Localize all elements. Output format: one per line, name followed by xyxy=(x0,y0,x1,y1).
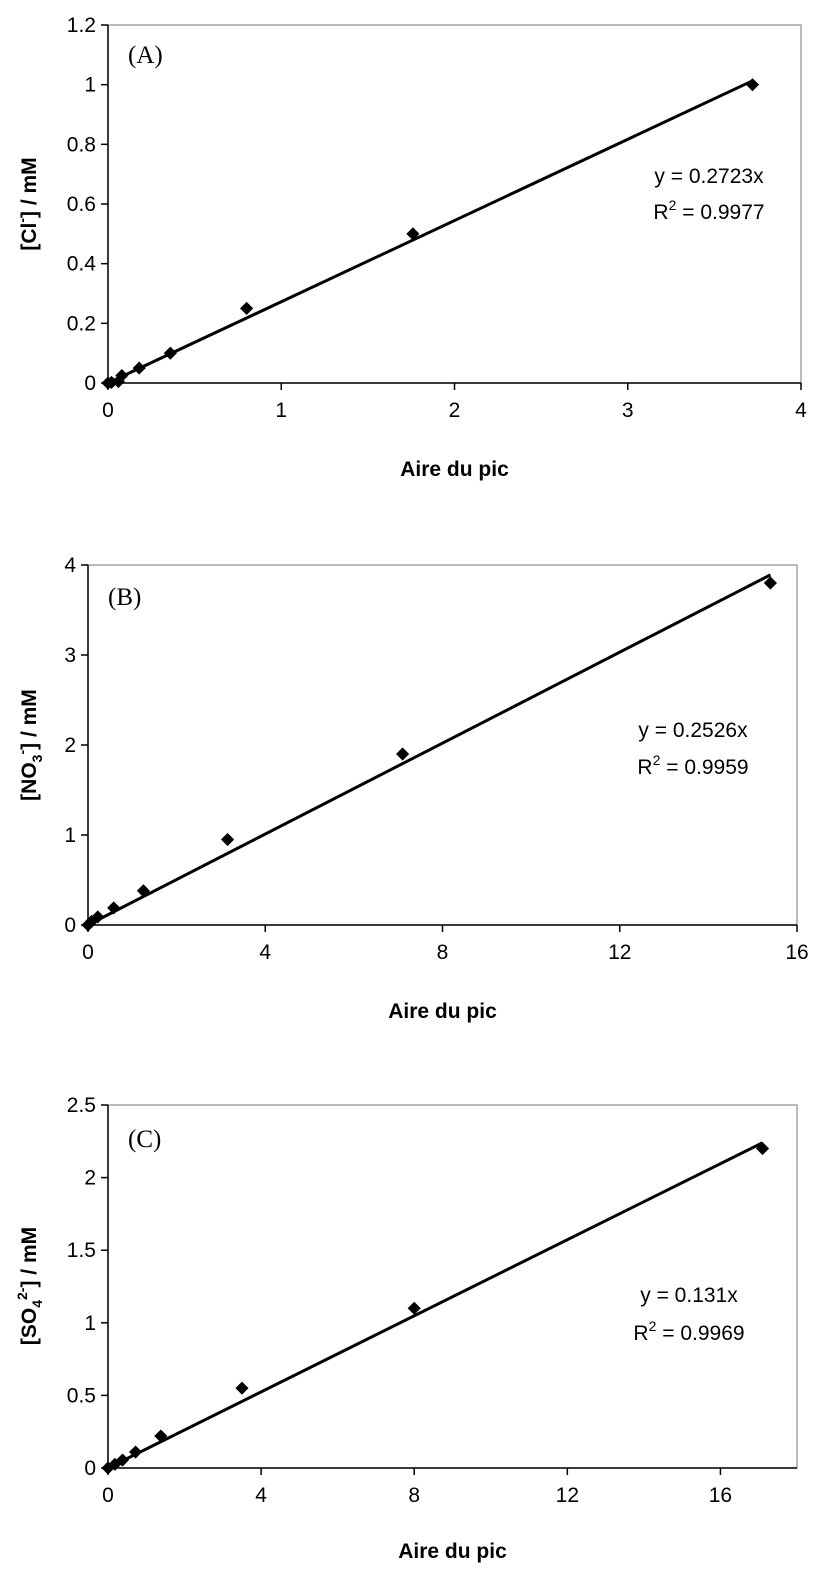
r-squared-value: = 0.9959 xyxy=(660,756,748,779)
data-point xyxy=(755,1141,770,1156)
y-tick-label: 2 xyxy=(64,734,76,757)
data-point xyxy=(396,747,410,761)
y-tick-label: 0 xyxy=(84,1457,96,1480)
data-point xyxy=(115,1453,130,1467)
r-squared-value: = 0.9977 xyxy=(676,201,764,224)
x-axis-title: Aire du pic xyxy=(388,1000,497,1023)
y-tick-label: 0.6 xyxy=(67,193,96,216)
r-squared: R2 = 0.9969 xyxy=(633,1318,744,1345)
r-squared-value: = 0.9969 xyxy=(656,1322,744,1345)
data-point xyxy=(128,1445,143,1459)
y-tick-label: 1.2 xyxy=(67,14,96,37)
y-axis-title-sup: - xyxy=(14,750,30,755)
data-point xyxy=(240,301,254,315)
y-tick-label: 1.5 xyxy=(67,1239,96,1262)
x-tick-label: 12 xyxy=(556,1484,579,1507)
y-axis-title: [Cl-] / mM xyxy=(14,157,41,250)
data-point xyxy=(745,78,760,92)
y-axis-title-main: [SO xyxy=(18,1308,41,1345)
y-tick-label: 3 xyxy=(64,644,76,667)
x-tick-label: 8 xyxy=(437,941,449,964)
y-axis-title-main: [NO xyxy=(18,762,41,801)
y-tick-label: 0.2 xyxy=(67,312,96,335)
y-tick-label: 2 xyxy=(84,1167,96,1190)
x-tick-label: 16 xyxy=(709,1484,732,1507)
r-squared-sup: 2 xyxy=(653,752,661,768)
x-tick-label: 4 xyxy=(255,1484,267,1507)
r-squared-main: R xyxy=(653,201,668,224)
x-axis-title: Aire du pic xyxy=(400,458,509,481)
y-tick-label: 2.5 xyxy=(67,1094,96,1117)
y-tick-label: 0.4 xyxy=(67,253,97,276)
trendline xyxy=(107,79,754,385)
y-axis-title-sup: - xyxy=(14,218,30,223)
trend-equation: y = 0.2723x xyxy=(654,165,764,188)
x-tick-label: 1 xyxy=(275,399,287,422)
data-point xyxy=(407,1301,421,1315)
y-tick-label: 4 xyxy=(64,554,76,577)
y-tick-label: 1 xyxy=(84,1312,96,1335)
r-squared-main: R xyxy=(633,1322,648,1345)
y-tick-label: 0.8 xyxy=(67,133,96,156)
y-tick-label: 1 xyxy=(84,74,96,97)
x-tick-label: 4 xyxy=(259,941,271,964)
data-point xyxy=(406,227,420,241)
panel-label: (C) xyxy=(128,1126,161,1153)
r-squared: R2 = 0.9959 xyxy=(637,752,748,779)
data-point xyxy=(136,884,150,898)
r-squared-main: R xyxy=(637,756,652,779)
x-tick-label: 12 xyxy=(608,941,631,964)
y-axis-title: [NO3-] / mM xyxy=(14,689,45,801)
x-tick-label: 0 xyxy=(102,399,114,422)
y-tick-label: 1 xyxy=(64,824,76,847)
y-tick-label: 0.5 xyxy=(67,1384,96,1407)
x-tick-label: 0 xyxy=(102,1484,114,1507)
x-tick-label: 2 xyxy=(449,399,461,422)
y-axis-title-unit: ] / mM xyxy=(18,157,41,218)
r-squared-sup: 2 xyxy=(649,1318,657,1334)
data-point xyxy=(154,1429,168,1443)
trendline xyxy=(107,1141,764,1470)
r-squared: R2 = 0.9977 xyxy=(653,197,764,224)
y-axis-title-unit: ] / mM xyxy=(18,689,41,750)
x-tick-label: 4 xyxy=(795,399,807,422)
data-point xyxy=(763,576,777,590)
y-axis-title-unit: ] / mM xyxy=(18,1227,41,1288)
y-axis-title-sub: 3 xyxy=(29,754,45,762)
y-tick-label: 0 xyxy=(84,372,96,395)
data-point xyxy=(221,832,235,847)
panel-label: (A) xyxy=(128,42,163,69)
x-tick-label: 3 xyxy=(622,399,634,422)
data-point xyxy=(107,901,121,915)
trend-equation: y = 0.2526x xyxy=(638,719,748,742)
x-tick-label: 0 xyxy=(82,941,94,964)
x-tick-label: 16 xyxy=(785,941,808,964)
panel-label: (B) xyxy=(108,584,141,611)
data-point xyxy=(132,361,146,375)
x-tick-label: 8 xyxy=(408,1484,420,1507)
trendline xyxy=(87,573,772,927)
y-tick-label: 0 xyxy=(64,914,76,937)
trend-equation: y = 0.131x xyxy=(640,1284,738,1307)
data-point xyxy=(163,346,177,360)
r-squared-sup: 2 xyxy=(669,197,677,213)
y-axis-title-main: [Cl xyxy=(18,223,41,251)
data-point xyxy=(115,368,129,383)
y-axis-title-sup: 2- xyxy=(14,1287,30,1300)
data-point xyxy=(235,1381,249,1395)
y-axis-title-sub: 4 xyxy=(29,1300,45,1308)
y-axis-title: [SO42-] / mM xyxy=(14,1227,45,1345)
x-axis-title: Aire du pic xyxy=(398,1540,507,1563)
data-point xyxy=(91,910,105,924)
